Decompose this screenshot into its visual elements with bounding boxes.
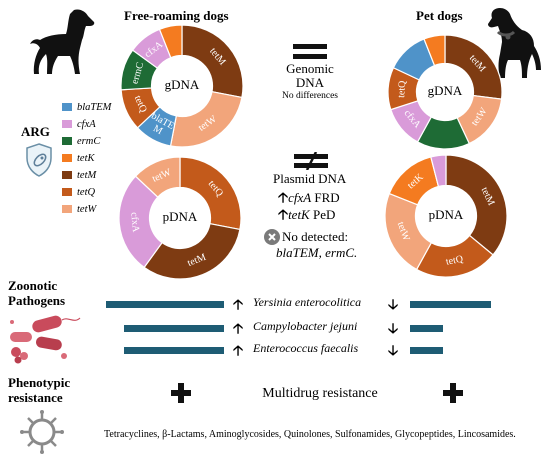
donut-center-title: gDNA: [165, 77, 200, 92]
tetk-gene: tetK: [288, 207, 310, 222]
legend-label: blaTEM: [77, 102, 112, 113]
plus-icon-free-roaming: [171, 383, 191, 403]
up-arrow-icon: 🡡: [278, 191, 289, 206]
right-bar: [410, 325, 444, 332]
donut-slice-tetK: [158, 24, 183, 59]
legend-item: blaTEM: [62, 101, 111, 115]
left-bar: [106, 301, 224, 308]
legend-swatch: [62, 102, 72, 111]
down-arrow-icon: 🡣: [388, 322, 399, 337]
down-arrow-icon: 🡣: [388, 344, 399, 359]
legend-label: tetW: [77, 204, 97, 215]
frd-label: FRD: [314, 190, 340, 205]
donut-slice-label: tetQ: [445, 254, 465, 268]
legend-swatch: [62, 170, 72, 179]
no-differences-label: No differences: [281, 91, 338, 101]
left-bar: [124, 325, 224, 332]
donut-slice-tetQ: [179, 156, 242, 231]
donut-slice-tetM: [143, 223, 241, 280]
pet-dog-icon: [488, 8, 541, 78]
legend-label: ermC: [77, 136, 101, 147]
donut-center-title: pDNA: [429, 207, 464, 222]
multidrug-resistance-title: Multidrug resistance: [262, 386, 378, 401]
zoonotic-label: Zoonotic Pathogens: [8, 278, 65, 308]
genomic-dna-block: Genomic DNA No differences: [250, 62, 370, 103]
legend-item: tetQ: [62, 186, 95, 200]
legend-label: tetK: [77, 153, 95, 164]
phenotypic-label: Phenotypic resistance: [8, 375, 70, 405]
legend-item: tetW: [62, 203, 96, 217]
pathogen-name: Yersinia enterocolitica: [253, 295, 362, 309]
up-arrow-icon: 🡡: [233, 344, 244, 359]
genomic-label: Genomic: [286, 61, 334, 76]
phenotypic-label-line1: Phenotypic: [8, 375, 71, 390]
arg-label: ARG: [21, 124, 50, 139]
legend-swatch: [62, 204, 72, 213]
legend-label: tetQ: [77, 187, 96, 198]
dna-label: DNA: [295, 75, 325, 90]
legend-swatch: [62, 136, 72, 145]
ped-label: PeD: [312, 207, 336, 222]
donut-slice-label: tetQ: [396, 80, 408, 99]
donut-slice-tetK: [423, 34, 446, 67]
donut-center-title: pDNA: [163, 209, 198, 224]
legend-item: ermC: [62, 135, 100, 149]
phenotypic-label-line2: resistance: [8, 390, 63, 405]
right-bar: [410, 347, 444, 354]
up-arrow-icon: 🡡: [233, 322, 244, 337]
donut-slice-label: cfxA: [128, 212, 141, 234]
down-arrow-icon: 🡣: [388, 298, 399, 313]
pathogen-name: Enterococcus faecalis: [253, 341, 359, 355]
donut-slice-tetM: [444, 34, 503, 100]
up-arrow-icon: 🡡: [278, 208, 289, 223]
not-detected-genes: blaTEM, ermC.: [276, 245, 358, 260]
bacteria-icon: [10, 315, 81, 364]
legend-item: tetM: [62, 169, 96, 183]
cfxa-gene: cfxA: [288, 190, 312, 205]
left-bar: [124, 347, 224, 354]
up-arrow-icon: 🡡: [233, 298, 244, 313]
plasmid-dna-label: Plasmid DNA: [273, 171, 347, 186]
arg-legend: blaTEM cfxA ermC tetK tetM tetQ tetW: [62, 101, 122, 221]
equals-icon: [293, 44, 327, 59]
donut-slice-tetM: [181, 24, 244, 99]
cfxa-frd-row: 🡡cfxA FRD: [278, 187, 340, 211]
zoonotic-label-line2: Pathogens: [8, 293, 66, 308]
legend-swatch: [62, 187, 72, 196]
free-roaming-dogs-header: Free-roaming dogs: [124, 8, 229, 23]
donut-slice-tetM: [445, 154, 508, 256]
legend-label: tetM: [77, 170, 97, 181]
legend-label: cfxA: [77, 119, 96, 130]
donut-slice-tetW: [134, 156, 181, 198]
donut-slice-cfxA: [430, 154, 447, 188]
right-bar: [410, 301, 491, 308]
free-roaming-dog-icon: [30, 9, 95, 75]
shield-icon: [26, 143, 52, 177]
plus-icon-pet: [443, 383, 463, 403]
pet-dogs-header: Pet dogs: [416, 8, 463, 23]
pathogen-name: Campylobacter jejuni: [253, 319, 358, 333]
legend-item: cfxA: [62, 118, 96, 132]
not-equal-icon: [294, 152, 328, 170]
virus-icon: [20, 410, 64, 454]
legend-item: tetK: [62, 152, 95, 166]
not-detected-title: No detected:: [282, 229, 349, 244]
zoonotic-label-line1: Zoonotic: [8, 278, 58, 293]
tetk-ped-row: 🡡tetK PeD: [278, 204, 335, 228]
legend-swatch: [62, 153, 72, 162]
donut-center-title: gDNA: [428, 83, 463, 98]
legend-swatch: [62, 119, 72, 128]
antibiotic-classes: Tetracyclines, β-Lactams, Aminoglycoside…: [104, 429, 516, 440]
close-circle-icon: [264, 229, 280, 245]
